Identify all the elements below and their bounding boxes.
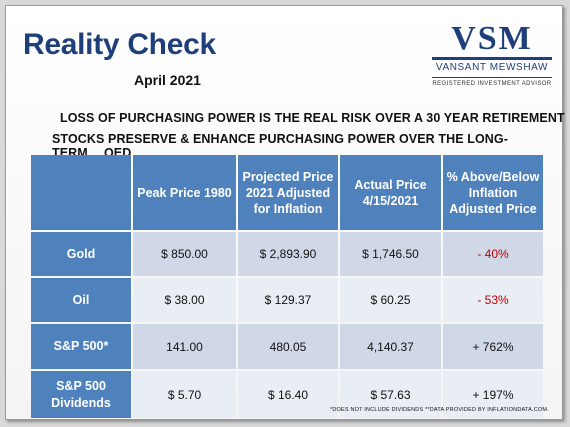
page-subtitle: April 2021 [134,72,201,88]
table-cell: 4,140.37 [340,324,441,369]
table-cell: $ 57.63 [340,371,441,418]
headline-1: LOSS OF PURCHASING POWER IS THE REAL RIS… [60,111,565,125]
table-cell: 141.00 [133,324,236,369]
table-cell: 480.05 [238,324,338,369]
table-cell: $ 5.70 [133,371,236,418]
table-cell-pct: - 40% [443,232,543,276]
table-cell: $ 60.25 [340,278,441,322]
logo-mark: VSM [432,21,552,60]
footnote: *DOES NOT INCLUDE DIVIDENDS **DATA PROVI… [330,407,549,413]
table-header-projected: Projected Price 2021 Adjusted for Inflat… [238,155,338,230]
table-header-blank [31,155,131,230]
table-cell-pct: - 53% [443,278,543,322]
table-cell-pct: + 197% [443,371,543,418]
table-cell-pct: + 762% [443,324,543,369]
table-header-peak: Peak Price 1980 [133,155,236,230]
table-header-pct: % Above/Below Inflation Adjusted Price [443,155,543,230]
table-cell: $ 2,893.90 [238,232,338,276]
row-label-sp500: S&P 500* [31,324,131,369]
table-header-actual: Actual Price 4/15/2021 [340,155,441,230]
company-logo: VSM VANSANT MEWSHAW REGISTERED INVESTMEN… [432,21,552,87]
logo-name: VANSANT MEWSHAW [435,62,549,73]
row-label-gold: Gold [31,232,131,276]
table-cell: $ 850.00 [133,232,236,276]
table-cell: $ 38.00 [133,278,236,322]
table-cell: $ 129.37 [238,278,338,322]
table-cell: $ 16.40 [238,371,338,418]
logo-tagline: REGISTERED INVESTMENT ADVISOR [432,81,552,87]
row-label-oil: Oil [31,278,131,322]
row-label-sp500-dividends: S&P 500 Dividends [31,371,131,418]
logo-divider [432,77,552,78]
price-table: Peak Price 1980 Projected Price 2021 Adj… [31,155,543,418]
page-title: Reality Check [23,28,216,61]
table-cell: $ 1,746.50 [340,232,441,276]
